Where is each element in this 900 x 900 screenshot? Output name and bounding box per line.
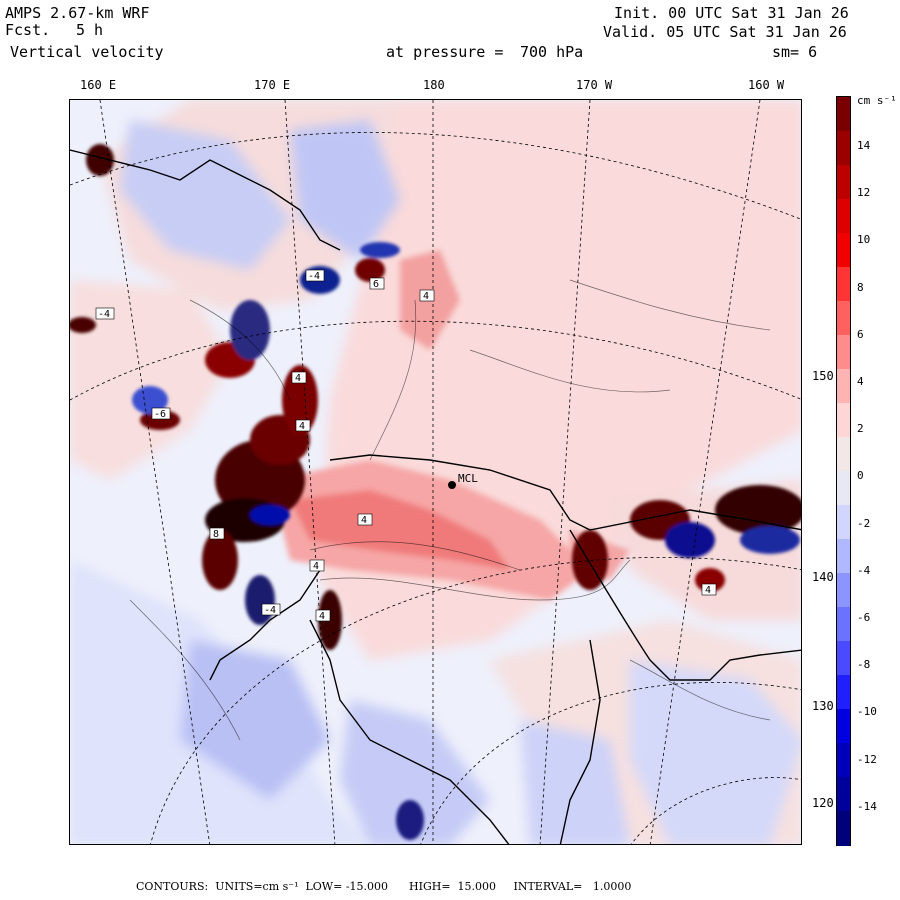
contour-label-3: 6 [369, 277, 385, 290]
contour-label-9: 4 [357, 513, 373, 526]
colorbar-segment [837, 471, 850, 506]
colorbar-units: cm s⁻¹ [857, 94, 897, 107]
mountain-waves-east [572, 485, 801, 592]
colorbar-segment [837, 539, 850, 574]
svg-text:4: 4 [295, 373, 301, 384]
contour-label-12: 4 [315, 609, 331, 622]
colorbar-segment [837, 675, 850, 710]
contour-label-13: 4 [701, 583, 717, 596]
contour-label-7: 4 [291, 371, 307, 384]
lon-label-180: 180 [423, 78, 445, 92]
valid-time: Valid. 05 UTC Sat 31 Jan 26 [603, 23, 847, 41]
lon-label-170w: 170 W [576, 78, 613, 92]
pressure-label: at pressure = [386, 43, 504, 61]
contour-label-5: -6 [151, 407, 171, 420]
contour-label-11: -4 [261, 603, 281, 616]
vertical-velocity-map: MCL 4 -4 6 8 -6 4 4 -4 4 4 -4 4 4 [69, 99, 802, 845]
svg-text:-4: -4 [98, 309, 110, 320]
station-label: MCL [458, 472, 478, 485]
svg-text:4: 4 [299, 421, 305, 432]
colorbar-segment [837, 131, 850, 166]
svg-text:4: 4 [319, 611, 325, 622]
lon-label-160w: 160 W [748, 78, 785, 92]
contour-label-1: 4 [419, 289, 435, 302]
station-marker [448, 481, 456, 489]
colorbar-tick-label: 6 [857, 327, 864, 341]
model-title: AMPS 2.67-km WRF [5, 4, 150, 22]
contour-label-8: -4 [95, 307, 115, 320]
colorbar-tick-label: 2 [857, 422, 864, 436]
pressure-level: 700 hPa [520, 43, 584, 61]
contour-info-footer: CONTOURS: UNITS=cm s⁻¹ LOW= -15.000 HIGH… [136, 880, 632, 893]
colorbar-tick-label: -14 [857, 799, 877, 813]
colorbar-segment [837, 369, 850, 404]
svg-text:-6: -6 [154, 409, 166, 420]
coastline [70, 149, 801, 844]
colorbar-tick-label: -6 [857, 611, 871, 624]
colorbar-tick-label: -4 [857, 563, 871, 577]
colorbar-segment [837, 437, 850, 472]
forecast-label: Fcst. [5, 21, 51, 39]
colorbar-segment [837, 709, 850, 744]
map-canvas: MCL 4 -4 6 8 -6 4 4 -4 4 4 -4 4 4 [70, 100, 801, 844]
init-time: Init. 00 UTC Sat 31 Jan 26 [614, 4, 849, 22]
weak-descent-areas [70, 120, 801, 844]
colorbar-tick-label: 12 [857, 186, 871, 200]
colorbar-tick-label: 14 [857, 139, 871, 152]
colorbar-tick-label: -8 [857, 658, 871, 672]
colorbar-tick-label: 10 [857, 233, 871, 247]
field-name: Vertical velocity [10, 43, 164, 61]
colorbar-segment [837, 607, 850, 642]
colorbar-segment [837, 505, 850, 540]
lon-label-160e: 160 E [80, 78, 117, 92]
colorbar [836, 96, 851, 846]
colorbar-segment [837, 403, 850, 438]
colorbar-segment [837, 335, 850, 370]
graticule [70, 100, 801, 844]
colorbar-segment [837, 233, 850, 268]
contour-label-10: 4 [309, 559, 325, 572]
colorbar-segment [837, 97, 850, 132]
svg-text:4: 4 [705, 585, 711, 596]
forecast-hour: 5 h [76, 21, 104, 39]
colorbar-segment [837, 165, 850, 200]
colorbar-tick-label: -12 [857, 752, 877, 766]
colorbar-segment [837, 267, 850, 302]
svg-text:6: 6 [373, 279, 379, 290]
svg-text:4: 4 [423, 291, 429, 302]
colorbar-segment [837, 743, 850, 778]
colorbar-segment [837, 641, 850, 676]
svg-text:-4: -4 [264, 605, 276, 616]
contour-lines [129, 279, 771, 741]
colorbar-tick-label: -10 [857, 705, 877, 719]
colorbar-segment [837, 573, 850, 608]
svg-text:4: 4 [313, 561, 319, 572]
lon-label-170e: 170 E [254, 78, 291, 92]
colorbar-tick-label: 0 [857, 469, 864, 483]
colorbar-tick-label: 4 [857, 375, 864, 388]
smoothing-value: sm= 6 [772, 43, 818, 61]
contour-label-2: -4 [305, 269, 325, 282]
contour-label-6: 4 [295, 419, 311, 432]
svg-text:-4: -4 [308, 271, 320, 282]
colorbar-segment [837, 199, 850, 234]
colorbar-tick-label: -2 [857, 516, 871, 530]
colorbar-segment [837, 811, 850, 846]
colorbar-segment [837, 301, 850, 336]
contour-value-labels: 4 -4 6 8 -6 4 4 -4 4 4 -4 4 4 [95, 269, 717, 622]
svg-text:4: 4 [361, 515, 367, 526]
contour-label-4: 8 [209, 527, 225, 540]
colorbar-tick-label: 8 [857, 280, 864, 294]
svg-text:8: 8 [213, 529, 219, 540]
colorbar-segment [837, 777, 850, 812]
